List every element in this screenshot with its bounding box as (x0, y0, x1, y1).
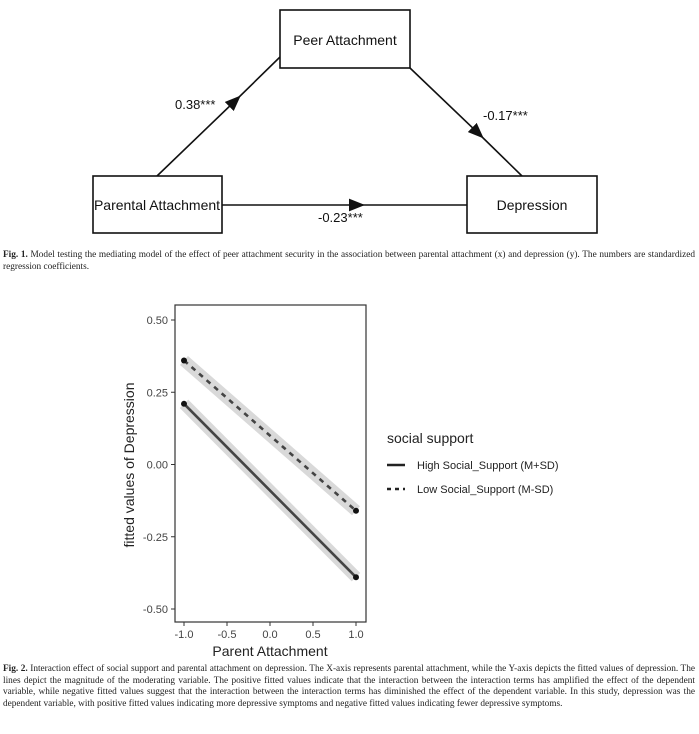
path-a-arrow (156, 95, 241, 177)
plot-panel (174, 304, 367, 623)
node-parental-attachment (92, 175, 223, 234)
figure2-caption-label: Fig. 2. (3, 664, 28, 674)
x-tick-label: 0.0 (262, 629, 277, 641)
interaction-chart: 0.500.250.00-0.25-0.50-1.0 -0.5 0.0 0.5 1.0 … (121, 304, 559, 659)
series-line (183, 359, 357, 512)
data-point (181, 357, 187, 364)
data-point (353, 574, 359, 581)
legend-title: social support (387, 430, 473, 446)
data-point (181, 400, 187, 407)
mediation-diagram: Peer Attachment Parental Attachment Depr… (92, 9, 598, 234)
y-axis-label: fitted values of Depression (121, 383, 137, 548)
coef-a: 0.38*** (175, 97, 215, 112)
y-tick-label: 0.00 (147, 460, 168, 472)
figure2-caption: Fig. 2. Interaction effect of social sup… (3, 664, 695, 710)
y-tick-label: -0.50 (143, 604, 168, 616)
label-peer-attachment: Peer Attachment (293, 32, 397, 48)
node-depression (466, 175, 598, 234)
path-b-arrow (409, 67, 484, 139)
y-tick-label: 0.25 (147, 387, 168, 399)
label-parental-attachment: Parental Attachment (94, 197, 220, 213)
x-tick-label: 0.5 (305, 629, 320, 641)
figure1-caption: Fig. 1. Model testing the mediating mode… (3, 249, 695, 274)
y-tick-label: 0.50 (147, 315, 168, 327)
x-axis-label: Parent Attachment (212, 643, 327, 659)
figure1-caption-label: Fig. 1. (3, 250, 28, 260)
x-tick-label: 1.0 (348, 629, 363, 641)
data-point (353, 507, 359, 514)
x-tick-label: -0.5 (218, 629, 237, 641)
y-tick-label: -0.25 (143, 532, 168, 544)
legend-entry-low: Low Social_Support (M-SD) (417, 484, 553, 496)
node-peer-attachment (279, 9, 411, 69)
coef-c: -0.23*** (318, 210, 363, 225)
x-tick-label: -1.0 (175, 629, 194, 641)
label-depression: Depression (497, 197, 568, 213)
figure1-caption-text: Model testing the mediating model of the… (3, 250, 695, 273)
figure2-caption-text: Interaction effect of social support and… (3, 664, 695, 709)
coef-b: -0.17*** (483, 108, 528, 123)
legend-entry-high: High Social_Support (M+SD) (417, 460, 559, 472)
series-line (183, 402, 357, 579)
